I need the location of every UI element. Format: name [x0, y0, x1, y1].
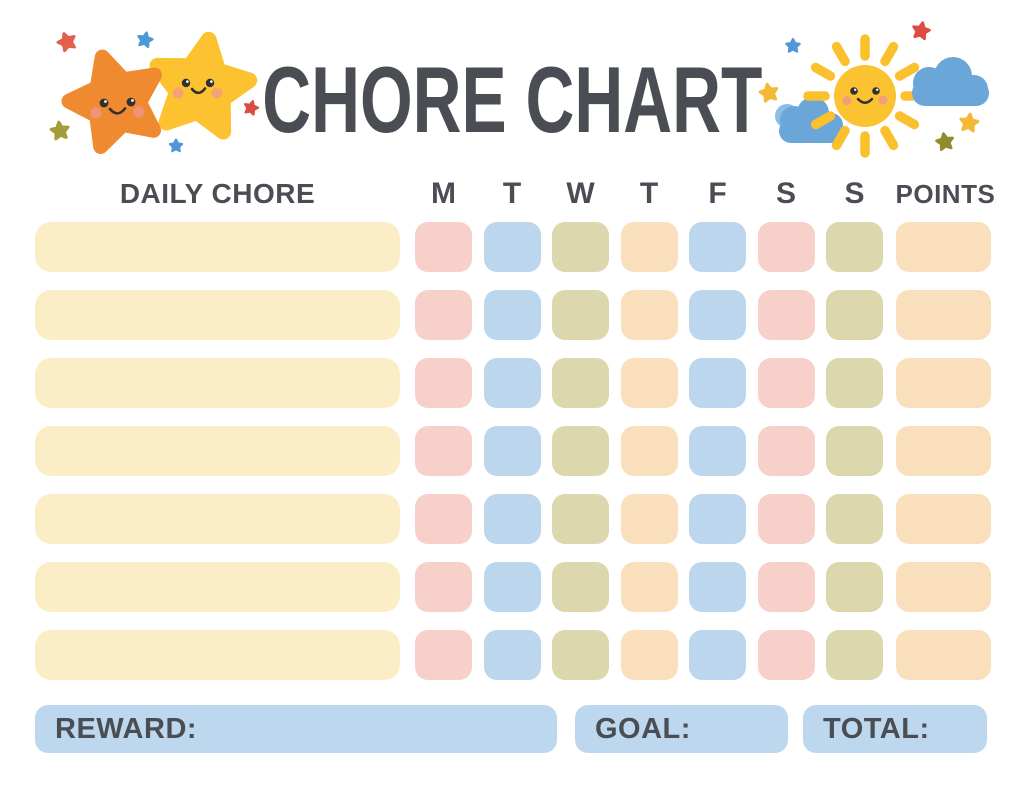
- chore-name-field[interactable]: [35, 562, 400, 612]
- chore-row: [35, 562, 1024, 612]
- grid-rows: [0, 222, 1024, 698]
- points-cell[interactable]: [895, 358, 991, 408]
- goal-field[interactable]: GOAL:: [575, 705, 788, 753]
- cloud-icon: [912, 57, 989, 106]
- points-cell[interactable]: [895, 630, 991, 680]
- orange-star-icon: [60, 44, 170, 151]
- day-cell[interactable]: [415, 222, 472, 272]
- day-cell[interactable]: [483, 494, 541, 544]
- day-cell[interactable]: [552, 222, 609, 272]
- day-cell[interactable]: [415, 494, 472, 544]
- day-cell[interactable]: [826, 426, 883, 476]
- chore-row: [35, 426, 1024, 476]
- chore-name-field[interactable]: [35, 426, 400, 476]
- points-cell[interactable]: [895, 426, 991, 476]
- chore-name-field[interactable]: [35, 494, 400, 544]
- grid-header: DAILY CHORE M T W T F S S POINTS: [0, 176, 1024, 212]
- day-cell[interactable]: [689, 630, 746, 680]
- points-header: POINTS: [895, 178, 996, 209]
- chore-name-field[interactable]: [35, 290, 400, 340]
- day-cell[interactable]: [483, 222, 541, 272]
- day-cell[interactable]: [757, 494, 815, 544]
- day-cell[interactable]: [757, 630, 815, 680]
- reward-label: REWARD:: [55, 713, 198, 745]
- chore-row: [35, 222, 1024, 272]
- day-cell[interactable]: [620, 630, 678, 680]
- chore-name-field[interactable]: [35, 630, 400, 680]
- day-cell[interactable]: [826, 290, 883, 340]
- page-title-text: CHORE CHART: [261, 47, 763, 152]
- day-cell[interactable]: [689, 426, 746, 476]
- day-cell[interactable]: [552, 290, 609, 340]
- day-cell[interactable]: [689, 494, 746, 544]
- chore-row: [35, 494, 1024, 544]
- day-cell[interactable]: [620, 290, 678, 340]
- page-title: CHORE CHART: [10, 44, 1014, 156]
- stars-decoration: [30, 15, 270, 165]
- day-cell[interactable]: [689, 290, 746, 340]
- chore-row: [35, 290, 1024, 340]
- chore-name-field[interactable]: [35, 358, 400, 408]
- points-cell[interactable]: [895, 494, 991, 544]
- daily-chore-header: DAILY CHORE: [119, 178, 316, 209]
- reward-field[interactable]: REWARD:: [35, 705, 557, 753]
- day-cell[interactable]: [689, 222, 746, 272]
- day-cell[interactable]: [415, 562, 472, 612]
- day-header: S: [775, 177, 796, 210]
- footer: REWARD: GOAL: TOTAL:: [35, 705, 987, 753]
- chore-row: [35, 630, 1024, 680]
- day-cell[interactable]: [757, 358, 815, 408]
- day-header: T: [639, 177, 659, 210]
- yellow-star-icon: [149, 32, 255, 134]
- day-cell[interactable]: [826, 222, 883, 272]
- day-cell[interactable]: [620, 222, 678, 272]
- day-cell[interactable]: [552, 358, 609, 408]
- day-cell[interactable]: [757, 222, 815, 272]
- day-cell[interactable]: [826, 494, 883, 544]
- day-cell[interactable]: [552, 426, 609, 476]
- day-cell[interactable]: [415, 630, 472, 680]
- day-header: F: [708, 177, 727, 210]
- day-cell[interactable]: [415, 426, 472, 476]
- chore-name-field[interactable]: [35, 222, 400, 272]
- day-cell[interactable]: [620, 426, 678, 476]
- day-cell[interactable]: [483, 290, 541, 340]
- points-cell[interactable]: [895, 562, 991, 612]
- day-cell[interactable]: [689, 562, 746, 612]
- day-cell[interactable]: [415, 290, 472, 340]
- day-cell[interactable]: [552, 630, 609, 680]
- goal-label: GOAL:: [595, 713, 691, 745]
- day-cell[interactable]: [826, 630, 883, 680]
- day-cell[interactable]: [620, 358, 678, 408]
- day-cell[interactable]: [757, 426, 815, 476]
- day-cell[interactable]: [757, 562, 815, 612]
- day-cell[interactable]: [620, 562, 678, 612]
- points-cell[interactable]: [895, 290, 991, 340]
- sun-clouds-decoration: [750, 10, 989, 158]
- day-cell[interactable]: [483, 630, 541, 680]
- day-cell[interactable]: [552, 562, 609, 612]
- sun-icon: [803, 34, 927, 158]
- day-cell[interactable]: [415, 358, 472, 408]
- day-cell[interactable]: [483, 562, 541, 612]
- cloud-icon: [775, 97, 844, 143]
- day-header: W: [566, 177, 595, 210]
- day-cell[interactable]: [757, 290, 815, 340]
- day-cell[interactable]: [620, 494, 678, 544]
- day-header: S: [844, 177, 865, 210]
- chore-row: [35, 358, 1024, 408]
- total-field[interactable]: TOTAL:: [803, 705, 987, 753]
- day-cell[interactable]: [483, 358, 541, 408]
- total-label: TOTAL:: [823, 713, 930, 745]
- day-cell[interactable]: [483, 426, 541, 476]
- day-cell[interactable]: [552, 494, 609, 544]
- points-cell[interactable]: [895, 222, 991, 272]
- day-cell[interactable]: [826, 562, 883, 612]
- day-header: M: [431, 177, 456, 210]
- day-cell[interactable]: [689, 358, 746, 408]
- day-cell[interactable]: [826, 358, 883, 408]
- day-header: T: [502, 177, 522, 210]
